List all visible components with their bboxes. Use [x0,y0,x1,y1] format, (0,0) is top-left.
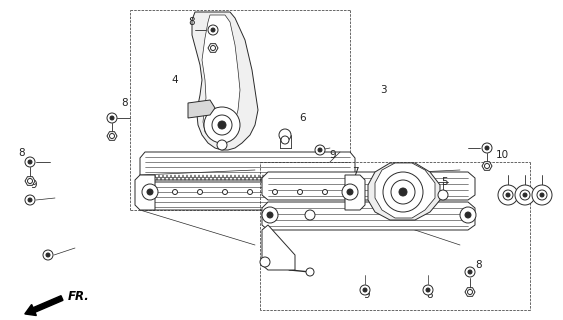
Circle shape [515,185,535,205]
Circle shape [109,133,114,139]
Text: 11: 11 [537,187,549,197]
Polygon shape [368,163,440,220]
Circle shape [25,157,35,167]
Circle shape [147,189,153,195]
Circle shape [198,189,203,195]
Text: 3: 3 [379,85,386,95]
Circle shape [43,250,53,260]
Polygon shape [135,175,155,210]
Circle shape [485,146,489,150]
Circle shape [363,288,367,292]
Circle shape [438,190,448,200]
Circle shape [460,207,476,223]
Text: 1: 1 [506,187,512,197]
Text: 10: 10 [495,150,508,160]
Text: 9: 9 [31,180,37,190]
Circle shape [222,189,227,195]
Circle shape [540,193,544,197]
Circle shape [28,160,32,164]
Polygon shape [188,100,215,118]
Text: 8: 8 [189,17,195,27]
Circle shape [485,164,489,169]
Circle shape [523,193,527,197]
Circle shape [279,129,291,141]
Circle shape [391,180,415,204]
Circle shape [211,45,216,51]
Circle shape [399,188,407,196]
Text: 5: 5 [441,177,448,187]
Text: 6: 6 [300,113,306,123]
Circle shape [482,143,492,153]
Circle shape [272,189,278,195]
Circle shape [467,290,472,294]
Circle shape [506,193,510,197]
Text: FR.: FR. [68,290,90,302]
Polygon shape [262,202,475,230]
Circle shape [423,285,433,295]
Circle shape [347,189,353,195]
Polygon shape [465,288,475,296]
Circle shape [465,212,471,218]
Circle shape [360,285,370,295]
Circle shape [306,268,314,276]
Circle shape [204,107,240,143]
Polygon shape [482,162,492,170]
Circle shape [297,189,302,195]
Polygon shape [202,15,240,140]
Text: 7: 7 [352,167,358,177]
Polygon shape [262,172,475,200]
Text: 9: 9 [330,150,336,160]
Circle shape [520,190,530,200]
Circle shape [248,189,252,195]
Circle shape [46,253,50,257]
Circle shape [537,190,547,200]
Polygon shape [375,163,435,218]
Text: 8: 8 [476,260,482,270]
Circle shape [142,184,158,200]
Circle shape [383,172,423,212]
Circle shape [426,288,430,292]
Circle shape [323,189,328,195]
Text: 2: 2 [522,187,528,197]
Circle shape [305,210,315,220]
Polygon shape [25,177,35,185]
Text: 9: 9 [364,290,370,300]
Circle shape [211,28,215,32]
Circle shape [468,270,472,274]
Circle shape [315,145,325,155]
Circle shape [212,115,232,135]
Circle shape [260,257,270,267]
Circle shape [498,185,518,205]
Circle shape [28,179,33,183]
Polygon shape [140,152,355,180]
Polygon shape [192,12,258,150]
Text: 8: 8 [122,98,128,108]
Polygon shape [208,44,218,52]
Circle shape [503,190,513,200]
Polygon shape [262,225,295,270]
Circle shape [281,136,289,144]
Circle shape [110,116,114,120]
Text: 8: 8 [427,290,434,300]
Circle shape [267,212,273,218]
Circle shape [25,195,35,205]
Circle shape [532,185,552,205]
Polygon shape [107,132,117,140]
Polygon shape [345,175,365,210]
Circle shape [172,189,177,195]
Circle shape [342,184,358,200]
Text: 4: 4 [172,75,178,85]
Circle shape [465,267,475,277]
Circle shape [28,198,32,202]
Text: 8: 8 [19,148,25,158]
Circle shape [318,148,322,152]
Polygon shape [140,182,355,210]
Circle shape [262,207,278,223]
Text: 9: 9 [44,250,51,260]
Circle shape [208,25,218,35]
Circle shape [217,140,227,150]
Circle shape [218,121,226,129]
FancyArrow shape [25,296,63,316]
Circle shape [107,113,117,123]
